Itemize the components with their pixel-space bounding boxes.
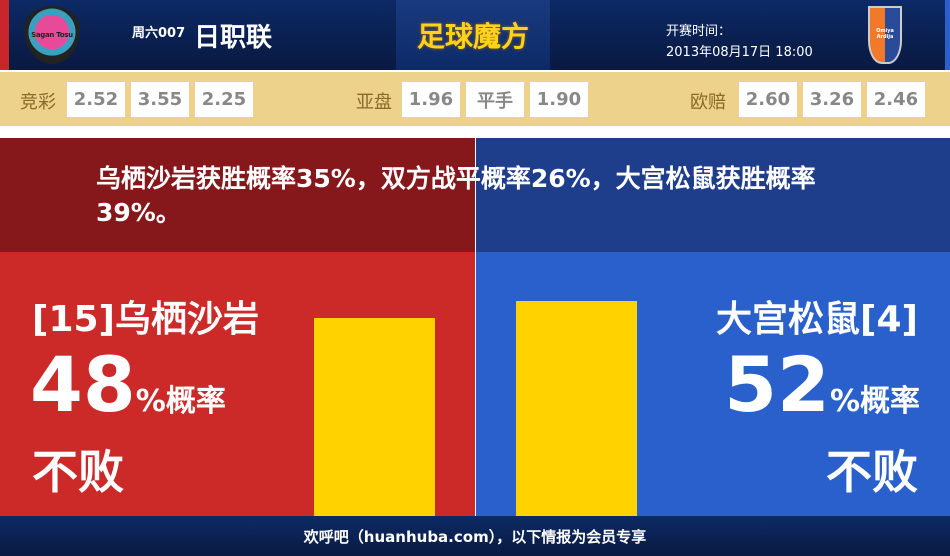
summary-panel-home: [0, 138, 475, 252]
away-team-name: 大宫松鼠[4]: [716, 299, 918, 340]
home-percent-unit: %概率: [135, 384, 226, 419]
ouzhi-label: 欧赔: [690, 92, 726, 113]
away-logo-lettering: Omiya Ardija: [876, 28, 894, 40]
home-logo-lettering: Sagan Tosu: [31, 31, 73, 39]
away-outcome: 不败: [826, 445, 918, 499]
kickoff-label: 开赛时间：: [666, 24, 732, 39]
match-number: 周六007: [132, 26, 186, 41]
home-color-stripe: [0, 0, 9, 70]
brand-logo: 足球魔方: [396, 0, 550, 70]
odds-value: 3.26: [803, 82, 861, 117]
odds-value: 2.25: [195, 82, 253, 117]
odds-value: 2.52: [67, 82, 125, 117]
odds-value: 2.60: [739, 82, 797, 117]
away-percent-unit: %概率: [829, 384, 920, 419]
home-percent-value: 48: [30, 340, 136, 429]
kickoff-time: 2013年08月17日 18:00: [666, 45, 813, 60]
away-percent-value: 52: [724, 340, 830, 429]
home-team-name: [15]乌栖沙岩: [32, 299, 260, 340]
odds-bar: 竞彩 2.52 3.55 2.25 亚盘 1.96 平手 1.90 欧赔 2.6…: [0, 72, 950, 126]
away-percent: 52%概率: [724, 345, 920, 442]
footer-banner: 欢呼吧（huanhuba.com），以下情报为会员专享: [0, 516, 950, 556]
odds-value: 平手: [466, 82, 524, 117]
jingcai-label: 竞彩: [20, 92, 56, 113]
odds-value: 1.96: [402, 82, 460, 117]
probability-summary: 乌栖沙岩获胜概率35%，双方战平概率26%，大宫松鼠获胜概率39%。: [96, 164, 816, 227]
home-percent: 48%概率: [30, 345, 226, 442]
yapan-label: 亚盘: [356, 92, 392, 113]
odds-value: 1.90: [530, 82, 588, 117]
home-outcome: 不败: [32, 445, 124, 499]
odds-value: 3.55: [131, 82, 189, 117]
odds-value: 2.46: [867, 82, 925, 117]
away-team-logo: Omiya Ardija: [868, 6, 902, 64]
away-color-stripe: [945, 0, 950, 70]
home-team-logo: Sagan Tosu: [24, 6, 80, 64]
league-name: 日职联: [194, 23, 273, 53]
away-probability-bar: [516, 301, 637, 516]
summary-panel-away: [476, 138, 950, 252]
home-probability-bar: [314, 317, 435, 516]
